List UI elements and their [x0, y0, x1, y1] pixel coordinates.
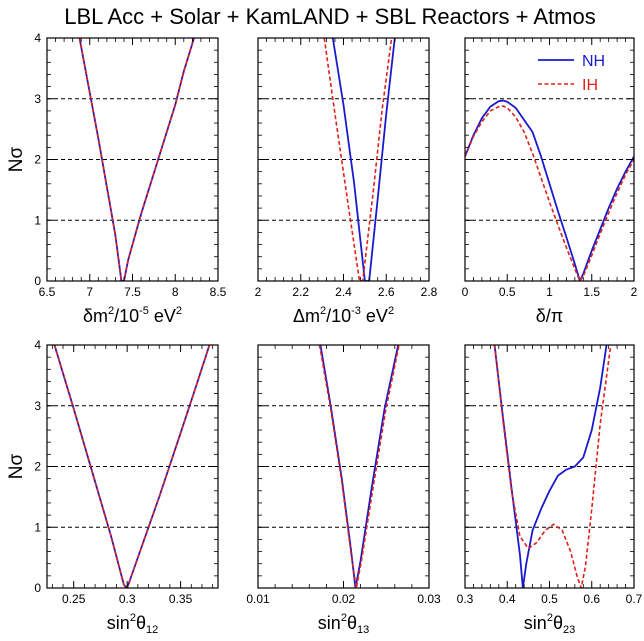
x-axis-label: sin2θ12 [107, 612, 158, 636]
y-tick-label: 1 [34, 213, 41, 227]
y-tick-label: 0 [34, 274, 41, 288]
x-tick-label: 8.5 [210, 285, 227, 299]
x-tick-label: 6.5 [39, 285, 56, 299]
y-tick-label: 3 [34, 399, 41, 413]
x-label-sup: 2 [130, 612, 136, 624]
x-tick-label: 0.4 [499, 592, 516, 606]
y-tick-label: 4 [34, 338, 41, 352]
x-axis-label: δ/π [536, 306, 563, 326]
x-label-base: δm [83, 306, 108, 326]
curves [493, 345, 612, 588]
curves [323, 38, 396, 281]
series-nh-line [465, 99, 634, 281]
x-label-sup2: -3 [351, 305, 361, 317]
x-label-base: Δm [293, 306, 320, 326]
x-label-unit: eV [149, 306, 176, 326]
x-tick-label: 8 [172, 285, 179, 299]
x-tick-label: 7 [86, 285, 93, 299]
x-label-sup3: 2 [388, 305, 394, 317]
y-tick-label: 3 [34, 92, 41, 106]
x-label-rest: θ [136, 613, 146, 633]
y-tick-label: 2 [34, 153, 41, 167]
x-label-sup: 2 [108, 305, 114, 317]
x-label-sup: 2 [320, 305, 326, 317]
x-tick-label: 7.5 [124, 285, 141, 299]
series-nh-line [493, 345, 608, 588]
x-label-base: sin [318, 613, 341, 633]
x-tick-label: 0.35 [169, 592, 193, 606]
y-tick-label: 2 [34, 460, 41, 474]
x-axis-label: sin2θ13 [318, 612, 369, 636]
x-tick-label: 1.5 [583, 285, 600, 299]
x-tick-label: 0.02 [332, 592, 356, 606]
x-label-unit: eV [361, 306, 388, 326]
legend-nh-label: NH [582, 53, 605, 70]
curves [78, 38, 195, 281]
x-tick-label: 0.03 [417, 592, 441, 606]
x-tick-label: 2 [255, 285, 262, 299]
x-tick-label: 0.01 [246, 592, 270, 606]
x-tick-label: 0.25 [62, 592, 86, 606]
x-tick-label: 0.5 [541, 592, 558, 606]
y-tick-label: 1 [34, 520, 41, 534]
x-tick-label: 2.8 [421, 285, 438, 299]
x-label-sup2: -5 [139, 305, 149, 317]
series-ih-line [493, 345, 612, 588]
curves [318, 345, 400, 588]
x-tick-label: 0 [462, 285, 469, 299]
x-label-sub: 13 [357, 624, 369, 636]
x-tick-label: 0.6 [583, 592, 600, 606]
series-ih-line [318, 345, 400, 588]
figure-title: LBL Acc + Solar + KamLAND + SBL Reactors… [64, 4, 596, 29]
legend: NH IH [538, 53, 605, 94]
panel-th23: 0.3 0.4 0.5 0.6 0.7 sin2θ23 [457, 344, 643, 636]
x-axis-label: δm2/10-5 eV2 [83, 305, 182, 326]
y-axis-label: Nσ [6, 454, 27, 480]
curves [465, 99, 634, 281]
x-axis-label: sin2θ23 [524, 612, 575, 636]
x-label-rest: /10 [326, 306, 351, 326]
series-ih-line [323, 38, 393, 281]
x-tick-label: 2.6 [378, 285, 395, 299]
x-label-rest: /10 [114, 306, 139, 326]
x-label-sup3: 2 [176, 305, 182, 317]
x-tick-label: 0.3 [119, 592, 136, 606]
x-axis-label: Δm2/10-3 eV2 [293, 305, 394, 326]
x-label-base: sin [524, 613, 547, 633]
x-label-sub: 23 [563, 624, 575, 636]
y-tick-label: 0 [34, 581, 41, 595]
series-ih-line [465, 105, 634, 281]
panel-delta: 0 0.5 1 1.5 2 δ/π NH IH [462, 37, 638, 326]
x-label-sub: 12 [146, 624, 158, 636]
x-tick-label: 0.7 [626, 592, 643, 606]
x-label-base: δ/π [536, 306, 563, 326]
y-axis-label: Nσ [6, 147, 27, 173]
x-tick-label: 0.5 [499, 285, 516, 299]
x-label-sup: 2 [547, 612, 553, 624]
series-ih-line [78, 38, 195, 281]
x-tick-label: 2 [631, 285, 638, 299]
x-label-base: sin [107, 613, 130, 633]
x-tick-label: 2.2 [292, 285, 309, 299]
x-label-rest: θ [553, 613, 563, 633]
x-tick-label: 1 [546, 285, 553, 299]
series-ih-line [53, 345, 211, 588]
legend-ih-label: IH [582, 77, 598, 94]
x-label-sup: 2 [341, 612, 347, 624]
curves [53, 345, 211, 588]
series-nh-line [331, 38, 396, 281]
panel-th13: 0.01 0.02 0.03 sin2θ13 [246, 344, 441, 636]
x-tick-label: 0.3 [457, 592, 474, 606]
x-tick-label: 2.4 [335, 285, 352, 299]
x-label-rest: θ [347, 613, 357, 633]
y-tick-label: 4 [34, 31, 41, 45]
